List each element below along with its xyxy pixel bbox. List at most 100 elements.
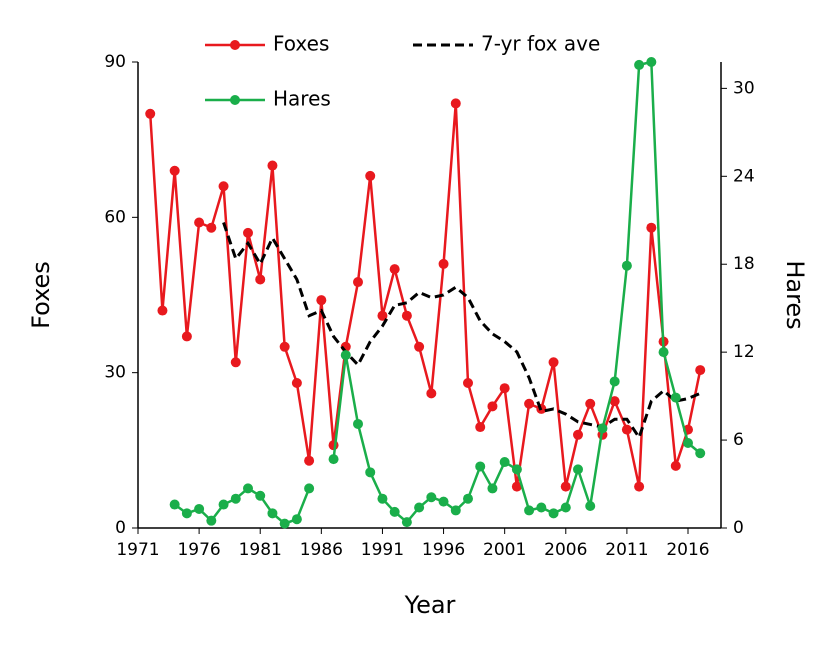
point [560, 481, 571, 492]
point [169, 499, 180, 510]
point [524, 505, 535, 516]
legend-label: Hares [273, 87, 331, 111]
point [157, 305, 168, 316]
x-tick-label: 2011 [605, 540, 648, 560]
point [377, 493, 388, 504]
point [511, 464, 522, 475]
point [169, 165, 180, 176]
point [267, 508, 278, 519]
point [243, 227, 253, 238]
point [511, 481, 522, 492]
point [426, 492, 437, 503]
point [609, 396, 620, 407]
point [365, 467, 376, 478]
point [695, 365, 706, 376]
y-axis-label: Foxes [27, 261, 55, 329]
y2-tick-label: 24 [733, 166, 755, 186]
point [463, 493, 473, 504]
y2-tick-label: 30 [733, 78, 755, 98]
point [145, 108, 156, 119]
point [401, 517, 412, 528]
point [206, 222, 217, 233]
point [353, 277, 363, 288]
point [414, 502, 425, 513]
point [389, 264, 400, 275]
point [463, 378, 473, 389]
point [450, 98, 461, 109]
point [194, 503, 205, 514]
y-tick-label: 90 [104, 52, 126, 72]
series-line [148, 103, 702, 487]
point [573, 429, 583, 440]
x-tick-label: 2001 [483, 540, 526, 560]
x-axis-label: Year [404, 591, 456, 619]
x-tick-label: 1981 [239, 540, 282, 560]
point [304, 483, 315, 494]
point [291, 514, 302, 525]
point [279, 518, 290, 529]
point [218, 181, 229, 192]
point [243, 483, 253, 494]
point [218, 499, 229, 510]
point [475, 461, 486, 472]
point [438, 496, 449, 507]
y-tick-label: 60 [104, 207, 126, 227]
point [389, 506, 400, 517]
point [646, 57, 657, 67]
legend-marker [230, 40, 240, 50]
point [316, 295, 327, 306]
point [279, 341, 290, 352]
x-tick-label: 1986 [300, 540, 343, 560]
y-tick-label: 30 [104, 363, 126, 383]
point [609, 376, 620, 387]
point [414, 341, 425, 352]
point [194, 217, 205, 228]
point [438, 258, 449, 269]
x-tick-label: 2016 [666, 540, 709, 560]
legend-marker [230, 95, 240, 105]
point [255, 490, 266, 501]
series-line [222, 222, 701, 441]
point [548, 357, 559, 368]
point [499, 457, 510, 468]
point [585, 398, 596, 409]
point [695, 448, 706, 459]
point [499, 383, 510, 394]
point [353, 418, 363, 429]
y2-tick-label: 18 [733, 254, 755, 274]
point [475, 422, 486, 433]
point [181, 508, 192, 519]
x-tick-label: 1996 [422, 540, 465, 560]
y2-tick-label: 12 [733, 342, 755, 362]
point [634, 481, 645, 492]
point [585, 501, 596, 512]
point [304, 455, 315, 466]
point [670, 392, 681, 403]
point [230, 493, 241, 504]
point [487, 483, 498, 494]
point [255, 274, 266, 285]
point [401, 310, 412, 321]
x-tick-label: 1971 [116, 540, 159, 560]
point [181, 331, 192, 342]
point [524, 398, 535, 409]
point [560, 502, 571, 513]
point [670, 460, 681, 471]
point [450, 505, 461, 516]
point [548, 508, 559, 519]
y-tick-label: 0 [115, 518, 126, 538]
point [536, 502, 547, 513]
point [267, 160, 278, 171]
point [597, 423, 608, 434]
point [621, 260, 632, 271]
y2-axis-label: Hares [781, 260, 809, 329]
point [634, 59, 645, 70]
point [683, 438, 693, 449]
point [573, 464, 583, 475]
point [658, 347, 669, 358]
point [328, 454, 339, 465]
legend-label: 7-yr fox ave [481, 32, 600, 56]
point [646, 222, 657, 233]
